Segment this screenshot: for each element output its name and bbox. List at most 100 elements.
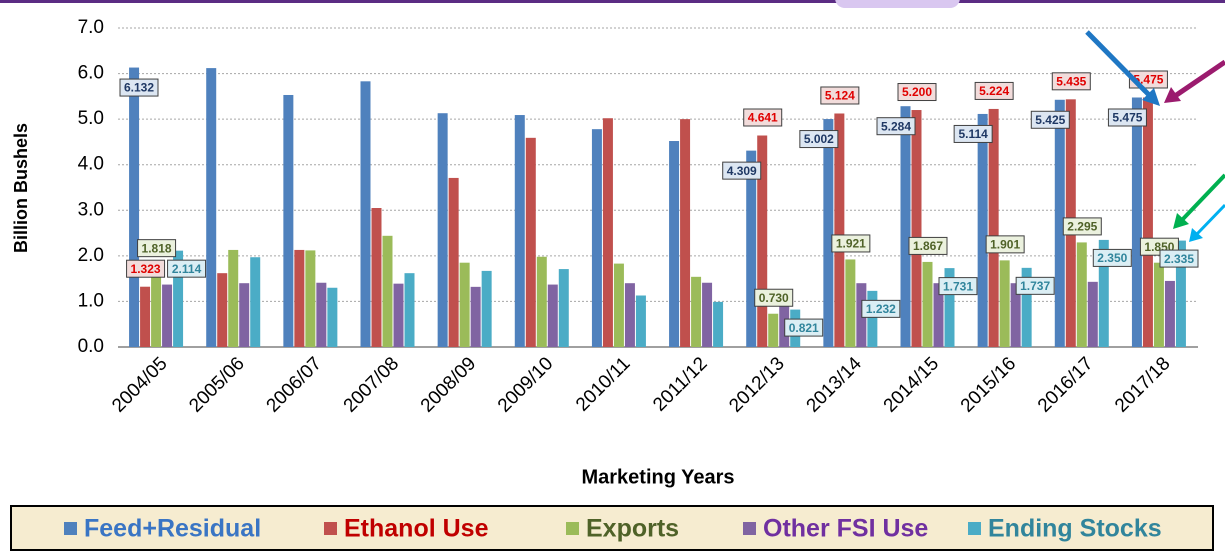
data-label-box: [1159, 249, 1199, 268]
bar: [393, 283, 404, 347]
x-tick-label: 2009/10: [494, 353, 557, 416]
bar: [591, 129, 602, 347]
bar: [911, 110, 922, 348]
bar: [283, 94, 294, 348]
bar: [371, 208, 382, 347]
data-label-box: [985, 235, 1025, 254]
legend-swatch: [64, 522, 77, 535]
bar: [547, 284, 558, 347]
data-label: 1.737: [1020, 279, 1050, 293]
y-tick-label: 4.0: [78, 154, 104, 175]
data-label: 0.730: [759, 291, 789, 305]
x-tick-label: 2014/15: [880, 353, 943, 416]
arrow: [1195, 203, 1225, 236]
y-tick-label: 1.0: [78, 290, 104, 311]
bar: [162, 284, 173, 347]
legend-label: Other FSI Use: [763, 515, 928, 543]
bar: [635, 295, 646, 347]
bar: [173, 250, 184, 347]
bar: [1087, 281, 1098, 347]
data-label: 2.350: [1097, 251, 1127, 265]
legend-swatch: [968, 522, 981, 535]
bar: [250, 257, 261, 347]
data-label: 1.731: [943, 279, 973, 293]
legend-swatch: [324, 522, 337, 535]
data-label: 1.867: [913, 239, 943, 253]
data-label-box: [897, 83, 937, 102]
bar: [360, 81, 371, 347]
data-label: 5.284: [881, 119, 911, 133]
data-label-box: [953, 124, 993, 143]
legend-label: Ethanol Use: [344, 515, 489, 543]
data-label-box: [1107, 108, 1147, 127]
arrow: [1173, 59, 1225, 99]
data-label: 1.921: [836, 237, 866, 251]
data-label: 4.641: [748, 111, 778, 125]
legend-swatch: [743, 522, 756, 535]
bar: [1153, 262, 1164, 347]
data-label: 5.114: [958, 127, 988, 141]
bar: [680, 119, 691, 348]
top-tab: [835, 0, 960, 8]
bar: [470, 286, 481, 347]
y-tick-label: 5.0: [78, 108, 104, 129]
data-label: 5.002: [804, 132, 834, 146]
data-label-box: [799, 130, 839, 149]
x-tick-label: 2004/05: [108, 353, 171, 416]
bar: [922, 261, 933, 347]
bar: [217, 273, 228, 347]
data-label: 1.818: [142, 241, 172, 255]
bar: [481, 270, 492, 347]
bar: [558, 269, 569, 347]
bar: [988, 108, 999, 347]
data-label: 2.335: [1164, 252, 1194, 266]
x-tick-label: 2008/09: [417, 353, 480, 416]
data-label-box: [167, 259, 207, 278]
bar: [294, 249, 305, 347]
data-label-box: [722, 161, 762, 180]
data-label-box: [1015, 276, 1055, 295]
data-label: 1.323: [131, 262, 161, 276]
bar: [823, 119, 834, 347]
bar: [448, 177, 459, 347]
bar: [382, 235, 393, 347]
legend-label: Exports: [586, 515, 679, 543]
bar: [624, 283, 635, 347]
bar: [525, 137, 536, 347]
data-label-box: [876, 117, 916, 136]
x-tick-label: 2010/11: [572, 353, 634, 415]
bar: [867, 290, 878, 347]
data-label: 4.309: [727, 164, 757, 178]
arrow: [1085, 30, 1154, 100]
legend-swatch: [566, 522, 579, 535]
arrowhead: [1189, 228, 1203, 242]
bar: [437, 113, 448, 348]
arrow: [1180, 173, 1225, 222]
data-label-box: [974, 81, 1014, 100]
bar: [316, 282, 327, 347]
data-label-box: [1030, 110, 1070, 129]
data-label: 1.901: [990, 238, 1020, 252]
bar: [900, 106, 911, 348]
x-axis-label: Marketing Years: [581, 466, 734, 488]
bar: [151, 264, 162, 347]
data-label-box: [820, 86, 860, 105]
legend-label: Ending Stocks: [988, 515, 1162, 543]
x-tick-label: 2005/06: [185, 353, 248, 416]
y-tick-label: 3.0: [78, 199, 104, 220]
bar: [1175, 240, 1186, 347]
x-tick-label: 2016/17: [1034, 353, 1097, 416]
y-tick-label: 2.0: [78, 245, 104, 266]
data-label: 5.435: [1056, 74, 1086, 88]
bar: [1098, 239, 1109, 347]
data-label-box: [1051, 72, 1091, 91]
bar: [1131, 97, 1142, 347]
x-tick-label: 2013/14: [803, 353, 867, 417]
data-label-box: [784, 318, 824, 337]
bar: [746, 150, 757, 347]
y-tick-label: 6.0: [78, 63, 104, 84]
bar: [514, 115, 525, 347]
y-axis-label: Billion Bushels: [11, 123, 31, 253]
bar: [933, 283, 944, 347]
data-label-box: [831, 234, 871, 253]
